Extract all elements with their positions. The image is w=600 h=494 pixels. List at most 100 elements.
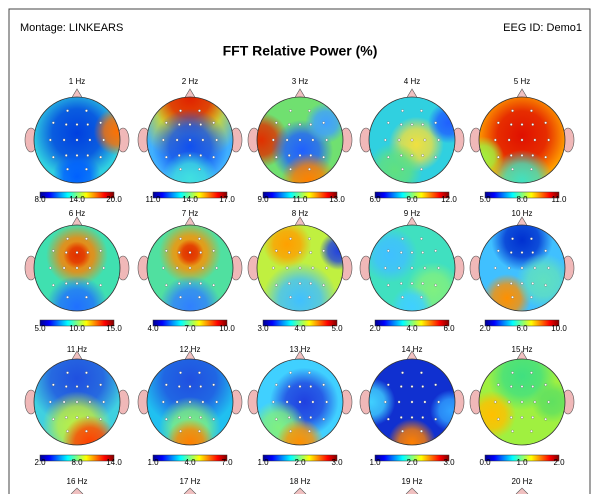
scale-label: 14.0 xyxy=(182,195,198,204)
electrode xyxy=(165,155,168,159)
electrode xyxy=(493,138,497,142)
electrode xyxy=(421,385,425,388)
map-label: 4 Hz xyxy=(404,77,420,86)
electrode xyxy=(386,283,390,287)
head-outline xyxy=(368,358,456,446)
electrode xyxy=(420,295,423,299)
electrode xyxy=(274,417,278,421)
color-scale xyxy=(152,191,228,199)
color-scale xyxy=(262,454,338,462)
electrode xyxy=(85,109,88,113)
map-blob xyxy=(93,107,120,156)
electrode xyxy=(86,385,90,388)
electrode xyxy=(496,383,500,387)
electrode xyxy=(51,417,55,421)
map-label: 16 Hz xyxy=(67,477,88,486)
electrode xyxy=(99,417,103,421)
electrode xyxy=(531,154,535,157)
map-label: 19 Hz xyxy=(402,477,423,486)
head-outline xyxy=(256,358,344,446)
electrode xyxy=(520,154,524,157)
electrode xyxy=(161,266,165,270)
electrode xyxy=(48,138,52,142)
electrode xyxy=(66,109,69,113)
scale-label: 4.0 xyxy=(147,324,159,333)
electrode xyxy=(274,121,278,125)
electrode xyxy=(325,266,329,270)
electrode xyxy=(66,295,69,299)
electrode xyxy=(309,123,313,126)
electrode xyxy=(212,155,215,159)
electrode xyxy=(309,416,313,419)
map-blob xyxy=(46,275,108,311)
scale-label: 2.0 xyxy=(479,324,491,333)
scale-label: 9.0 xyxy=(406,195,418,204)
electrode xyxy=(311,400,315,404)
electrode xyxy=(322,283,325,287)
electrode xyxy=(421,251,425,254)
electrode xyxy=(177,282,181,285)
color-scale xyxy=(39,319,115,327)
head-outline xyxy=(146,224,234,312)
electrode xyxy=(199,416,203,419)
electrode xyxy=(199,251,203,254)
electrode xyxy=(175,138,179,142)
scale-label: 14.0 xyxy=(69,195,85,204)
electrode xyxy=(298,251,302,254)
electrode xyxy=(511,167,514,171)
electrode xyxy=(322,383,325,387)
electrode xyxy=(212,249,215,253)
electrode xyxy=(99,155,103,159)
electrode xyxy=(215,138,219,142)
electrode xyxy=(511,295,514,299)
head-outline xyxy=(368,224,456,312)
color-scale xyxy=(484,191,560,199)
map-label: 1 Hz xyxy=(69,77,85,86)
scale-label: 8.0 xyxy=(516,195,528,204)
electrode xyxy=(511,237,514,241)
electrode xyxy=(64,385,68,388)
scale-label: 2.0 xyxy=(34,458,46,467)
color-scale xyxy=(262,191,338,199)
electrode xyxy=(530,429,533,433)
electrode xyxy=(530,109,533,113)
electrode xyxy=(401,167,404,171)
electrode xyxy=(509,282,513,285)
electrode xyxy=(289,371,292,375)
electrode xyxy=(271,138,275,142)
electrode xyxy=(165,417,168,421)
electrode xyxy=(531,251,535,254)
scale-label: 4.0 xyxy=(184,458,196,467)
electrode xyxy=(420,167,423,171)
electrode xyxy=(271,266,275,270)
electrode xyxy=(325,138,329,142)
electrode xyxy=(298,282,302,285)
electrode xyxy=(507,400,511,404)
electrode xyxy=(287,154,291,157)
electrode xyxy=(62,266,66,270)
electrode xyxy=(423,266,427,270)
electrode xyxy=(66,167,69,171)
electrode xyxy=(410,385,414,388)
electrode xyxy=(531,282,535,285)
scale-label: 1.0 xyxy=(516,458,528,467)
electrode xyxy=(198,295,201,299)
electrode xyxy=(547,400,551,404)
electrode xyxy=(547,138,551,142)
electrode xyxy=(397,400,401,404)
scale-label: 7.0 xyxy=(221,458,233,467)
electrode xyxy=(51,249,55,253)
electrode xyxy=(289,429,292,433)
electrode xyxy=(544,249,548,253)
electrode xyxy=(531,123,535,126)
electrode xyxy=(298,154,302,157)
map-label: 7 Hz xyxy=(182,209,198,218)
electrode xyxy=(423,400,427,404)
map-blob xyxy=(369,142,423,183)
scale-label: 11.0 xyxy=(552,195,568,204)
electrode xyxy=(165,249,168,253)
color-scale xyxy=(484,454,560,462)
electrode xyxy=(496,417,500,421)
electrode xyxy=(493,400,497,404)
